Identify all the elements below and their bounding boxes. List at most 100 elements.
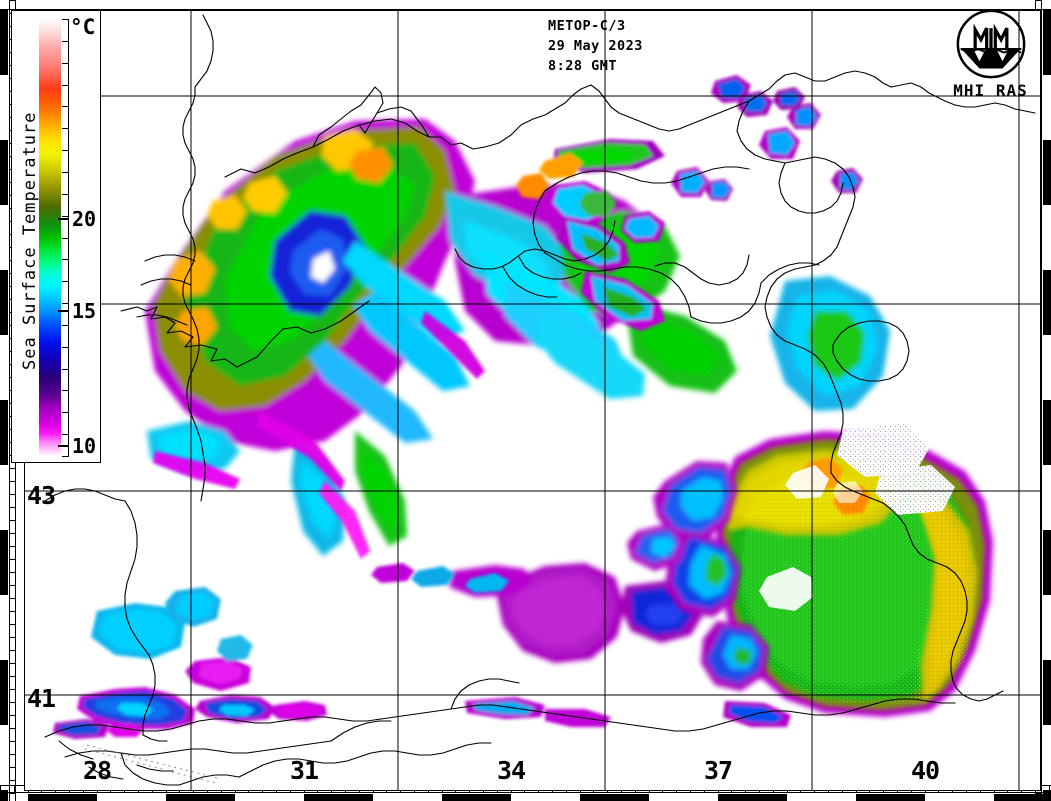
acquisition-time: 8:28 GMT: [548, 58, 618, 74]
ruler-tick: [9, 494, 16, 495]
x-axis-label-40: 40: [911, 756, 940, 785]
x-axis-label-28: 28: [83, 756, 112, 785]
ruler-tick: [9, 715, 16, 716]
colorbar-tick-label-20: 20: [72, 206, 97, 231]
ruler-tick: [9, 546, 16, 547]
acquisition-date: 29 May 2023: [548, 38, 643, 54]
ruler-segment: [0, 140, 8, 205]
eastern-swath-west-flank: [627, 461, 769, 691]
bosphorus-marmara-field: [53, 687, 327, 739]
ruler-tick: [9, 585, 16, 586]
ruler-tick: [9, 650, 16, 651]
ruler-tick: [9, 741, 16, 742]
ruler-tick: [9, 468, 16, 469]
top-tick-ruler: [0, 0, 1051, 12]
colorbar-minor-tick: [62, 456, 69, 457]
crimea-coast-sst-field: [516, 103, 863, 331]
colorbar-major-tick: [58, 217, 69, 220]
ruler-tick: [9, 507, 16, 508]
colorbar-minor-tick: [62, 346, 69, 348]
y-axis-label-43: 43: [27, 481, 56, 510]
colorbar-minor-tick: [62, 303, 69, 305]
colorbar-tick-label-10: 10: [72, 434, 97, 459]
ruler-tick: [9, 598, 16, 599]
mhi-ras-emblem-icon: [956, 9, 1025, 79]
ruler-tick: [9, 780, 16, 781]
colorbar-major-tick: [58, 309, 69, 312]
ruler-tick: [9, 689, 16, 690]
ruler-baseline: [1041, 0, 1042, 801]
ruler-tick: [9, 728, 16, 729]
ruler-tick: [0, 785, 1, 792]
ruler-tick: [9, 572, 16, 573]
ruler-tick: [9, 767, 16, 768]
colorbar-major-tick: [58, 445, 69, 448]
ruler-tick: [9, 754, 16, 755]
ruler-tick: [9, 637, 16, 638]
ruler-tick: [9, 611, 16, 612]
ruler-tick: [9, 663, 16, 664]
ruler-segment: [1043, 270, 1051, 335]
anatolia-coast-streaks: [465, 697, 791, 727]
frame-edge-bottom: [0, 791, 1051, 801]
ruler-tick: [9, 0, 16, 1]
colorbar-minor-tick: [62, 171, 69, 173]
ruler-tick: [1035, 0, 1042, 1]
ruler-baseline: [9, 0, 10, 801]
ruler-segment: [856, 794, 925, 801]
ruler-segment: [0, 660, 8, 725]
ruler-tick: [1048, 785, 1050, 792]
ruler-segment: [1043, 400, 1051, 465]
colorbar-minor-tick: [62, 150, 69, 152]
ruler-tick: [13, 785, 15, 792]
colorbar-unit-label: °C: [70, 15, 96, 39]
acquisition-info: METOP-C/3 29 May 2023 8:28 GMT: [548, 16, 643, 76]
top-border-line: [0, 9, 1051, 10]
ruler-segment: [166, 794, 235, 801]
ruler-tick: [9, 793, 16, 794]
ruler-tick: [9, 559, 16, 560]
ruler-tick: [9, 676, 16, 677]
swath-edge-dotted-lines: [84, 744, 222, 784]
colorbar-minor-tick: [62, 215, 69, 217]
ruler-segment: [0, 400, 8, 465]
colorbar-minor-tick: [62, 390, 69, 392]
colorbar-minor-tick: [62, 106, 69, 108]
x-axis-label-34: 34: [497, 756, 526, 785]
x-axis-label-31: 31: [290, 756, 319, 785]
ruler-tick: [1035, 793, 1042, 794]
ruler-baseline: [0, 792, 1051, 793]
colorbar-gradient: [39, 19, 61, 456]
colorbar-minor-tick: [62, 19, 69, 20]
ruler-segment: [1043, 790, 1051, 801]
map-plot-area[interactable]: 28 31 34 37 40 43 41: [24, 10, 1041, 791]
colorbar-tick-label-15: 15: [72, 298, 97, 323]
ruler-segment: [1043, 10, 1051, 75]
ruler-segment: [1043, 660, 1051, 725]
colorbar-minor-tick: [62, 84, 69, 86]
ruler-segment: [0, 790, 8, 801]
ruler-tick: [9, 624, 16, 625]
colorbar-minor-tick: [62, 324, 69, 326]
institute-logo: MHI RAS: [938, 8, 1043, 100]
graticule: [25, 11, 1040, 790]
x-axis-label-37: 37: [704, 756, 733, 785]
ruler-segment: [442, 794, 511, 801]
ruler-segment: [994, 794, 1051, 801]
ruler-tick: [9, 533, 16, 534]
ruler-segment: [0, 10, 8, 75]
colorbar-minor-tick: [62, 128, 69, 130]
ruler-tick: [9, 702, 16, 703]
colorbar-minor-tick: [62, 259, 69, 261]
frame-edge-top: [0, 0, 1051, 10]
colorbar-panel: Sea Surface Temperature °C 20 15 10: [11, 10, 101, 463]
colorbar-minor-tick: [62, 434, 69, 436]
nw-shelf-rim-accents: [153, 311, 485, 559]
ruler-segment: [28, 794, 97, 801]
colorbar-minor-tick: [62, 193, 69, 195]
southern-small-patches: [91, 587, 253, 691]
colorbar-minor-tick: [62, 62, 69, 64]
ruler-segment: [0, 530, 8, 595]
ruler-tick: [9, 520, 16, 521]
